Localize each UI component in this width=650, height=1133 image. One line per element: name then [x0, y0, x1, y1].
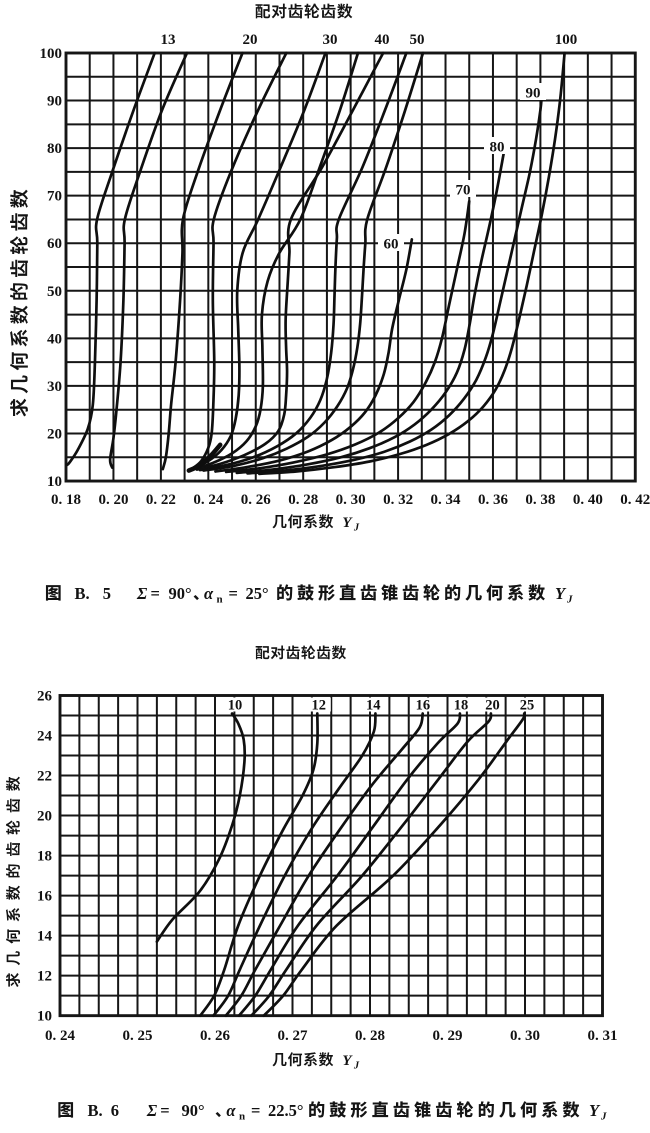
svg-text:90: 90 [47, 94, 62, 110]
svg-text:n: n [239, 1111, 245, 1123]
svg-text:6: 6 [111, 1101, 119, 1120]
svg-text:B.: B. [75, 584, 90, 603]
svg-text:26: 26 [37, 689, 53, 705]
svg-text:90°: 90° [169, 584, 192, 603]
svg-text:10: 10 [228, 698, 243, 714]
svg-text:60: 60 [384, 237, 399, 253]
svg-text:10: 10 [37, 1009, 52, 1025]
svg-text:α: α [204, 584, 214, 603]
svg-text:0. 42: 0. 42 [620, 492, 650, 508]
svg-text:J: J [353, 1061, 360, 1072]
svg-text:40: 40 [375, 32, 390, 48]
svg-text:20: 20 [37, 809, 52, 825]
svg-text:20: 20 [47, 426, 62, 442]
svg-text:0. 31: 0. 31 [588, 1028, 618, 1044]
svg-text:80: 80 [47, 141, 62, 157]
svg-text:80: 80 [490, 140, 505, 156]
svg-text:0. 28: 0. 28 [288, 492, 318, 508]
svg-text:0. 30: 0. 30 [336, 492, 366, 508]
svg-text:5: 5 [103, 584, 111, 603]
svg-text:30: 30 [47, 379, 62, 395]
svg-text:n: n [217, 594, 223, 606]
svg-text:0. 38: 0. 38 [525, 492, 555, 508]
svg-text:α: α [226, 1101, 236, 1120]
svg-text:B.: B. [88, 1101, 103, 1120]
svg-text:0. 20: 0. 20 [98, 492, 128, 508]
svg-text:20: 20 [485, 698, 500, 714]
svg-text:Y: Y [342, 1053, 353, 1069]
svg-text:0. 26: 0. 26 [200, 1028, 231, 1044]
svg-text:0. 28: 0. 28 [355, 1028, 385, 1044]
svg-text:50: 50 [47, 284, 62, 300]
svg-text:0. 25: 0. 25 [123, 1028, 153, 1044]
svg-text:0. 36: 0. 36 [478, 492, 509, 508]
svg-text:0. 24: 0. 24 [45, 1028, 76, 1044]
svg-text:=: = [151, 584, 160, 603]
svg-text:J: J [353, 523, 360, 534]
svg-text:18: 18 [37, 849, 52, 865]
svg-text:22: 22 [37, 769, 52, 785]
svg-text:=: = [229, 584, 238, 603]
svg-text:16: 16 [416, 698, 431, 714]
svg-text:90°: 90° [182, 1101, 205, 1120]
svg-text:=: = [160, 1101, 169, 1120]
svg-text:12: 12 [312, 698, 327, 714]
svg-text:18: 18 [454, 698, 469, 714]
svg-text:100: 100 [40, 46, 63, 62]
svg-text:40: 40 [47, 331, 62, 347]
svg-text:10: 10 [47, 474, 62, 490]
svg-text:25°: 25° [246, 584, 269, 603]
svg-text:0. 22: 0. 22 [146, 492, 176, 508]
svg-text:0. 18: 0. 18 [51, 492, 81, 508]
svg-text:14: 14 [37, 929, 53, 945]
svg-text:16: 16 [37, 889, 53, 905]
svg-text:25: 25 [520, 698, 535, 714]
svg-text:24: 24 [37, 729, 53, 745]
svg-text:70: 70 [456, 183, 471, 199]
svg-text:13: 13 [161, 32, 176, 48]
svg-text:0. 30: 0. 30 [510, 1028, 540, 1044]
svg-text:0. 32: 0. 32 [383, 492, 413, 508]
svg-text:0. 27: 0. 27 [278, 1028, 309, 1044]
svg-text:J: J [566, 594, 573, 606]
svg-text:Σ: Σ [146, 1101, 158, 1120]
svg-text:70: 70 [47, 189, 62, 205]
svg-text:90: 90 [526, 86, 541, 102]
svg-text:J: J [600, 1111, 607, 1123]
svg-text:Y: Y [342, 515, 353, 531]
svg-text:14: 14 [366, 698, 381, 714]
svg-text:0. 26: 0. 26 [241, 492, 272, 508]
svg-text:30: 30 [323, 32, 338, 48]
svg-text:22.5°: 22.5° [268, 1101, 303, 1120]
svg-text:100: 100 [555, 32, 578, 48]
svg-text:50: 50 [410, 32, 425, 48]
svg-text:20: 20 [243, 32, 258, 48]
svg-text:12: 12 [37, 969, 52, 985]
svg-text:0. 34: 0. 34 [431, 492, 462, 508]
svg-text:Y: Y [589, 1101, 601, 1120]
svg-text:60: 60 [47, 236, 62, 252]
svg-text:Σ: Σ [136, 584, 148, 603]
svg-text:=: = [251, 1101, 260, 1120]
svg-text:0. 40: 0. 40 [573, 492, 603, 508]
svg-text:0. 24: 0. 24 [193, 492, 224, 508]
svg-text:0. 29: 0. 29 [433, 1028, 463, 1044]
svg-text:Y: Y [555, 584, 567, 603]
